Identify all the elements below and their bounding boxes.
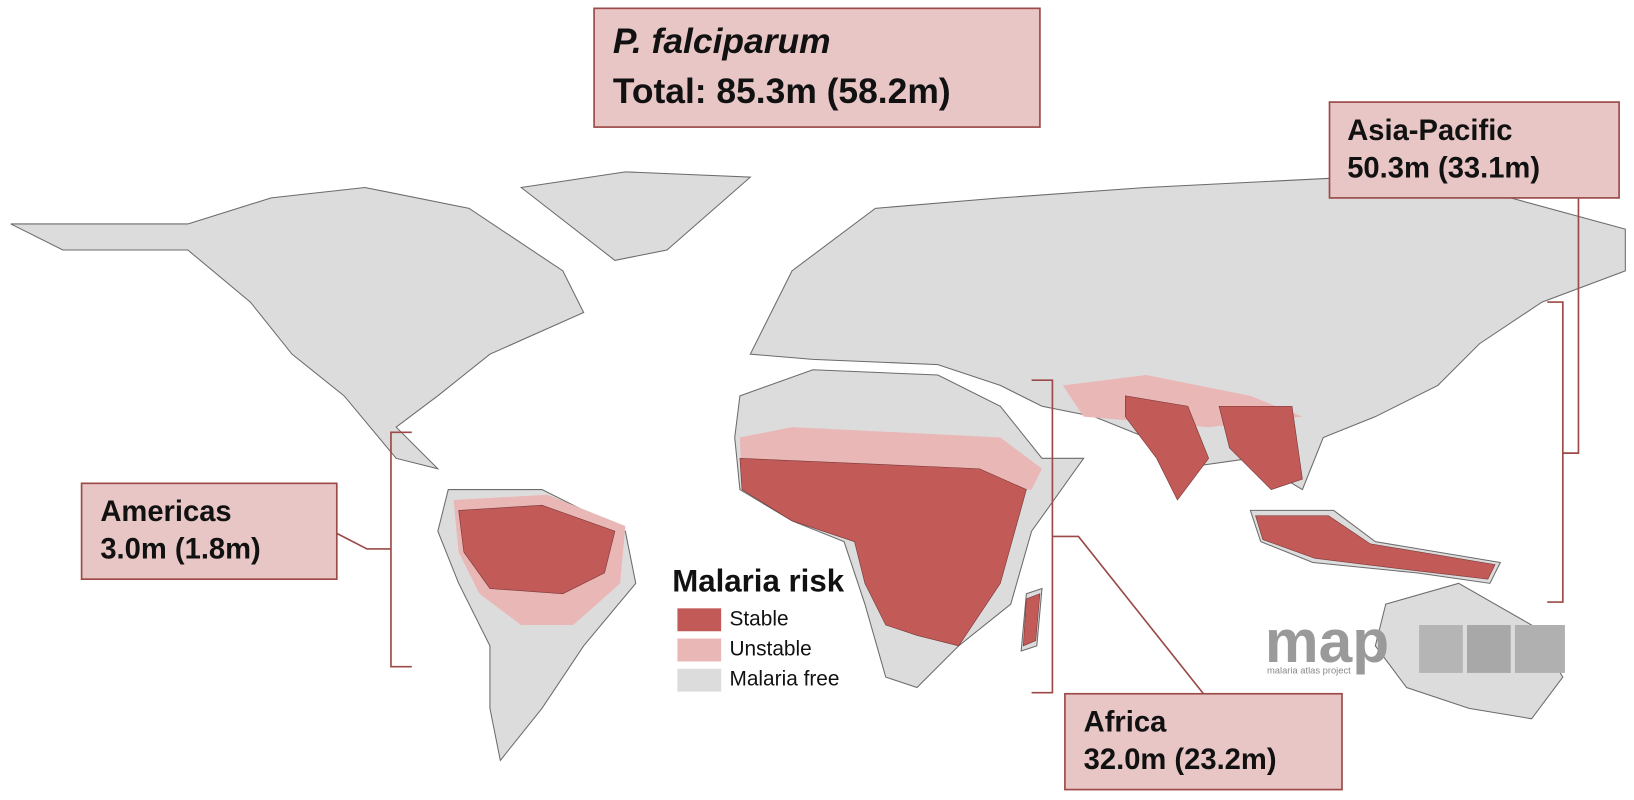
legend-title: Malaria risk xyxy=(672,564,845,599)
stable-area xyxy=(739,458,1027,647)
region-panel xyxy=(1064,692,1343,791)
region-value: 50.3m (33.1m) xyxy=(1347,152,1540,184)
region-asia: Asia-Pacific 50.3m (33.1m) xyxy=(1328,101,1620,199)
greenland xyxy=(519,171,752,261)
region-americas: Americas 3.0m (1.8m) xyxy=(80,482,338,580)
americas-bracket xyxy=(336,431,412,668)
logo-tile xyxy=(1514,625,1565,673)
brackets xyxy=(336,197,1580,695)
logo: map malaria atlas project xyxy=(1265,607,1565,675)
legend-swatch xyxy=(677,668,722,692)
total: Total: 85.3m (58.2m) xyxy=(613,71,951,111)
region-value: 32.0m (23.2m) xyxy=(1084,744,1277,776)
region-name: Americas xyxy=(100,496,231,528)
eurasia xyxy=(749,176,1626,491)
legend-swatch xyxy=(677,638,722,662)
logo-subtitle: malaria atlas project xyxy=(1267,665,1351,675)
stable-area xyxy=(1218,405,1303,490)
region-panel xyxy=(80,482,338,580)
north-america xyxy=(10,186,585,470)
stable-area xyxy=(458,504,616,595)
region-africa: Africa 32.0m (23.2m) xyxy=(1064,692,1343,791)
legend-item: Malaria free xyxy=(730,668,840,691)
logo-name: map xyxy=(1265,607,1389,675)
region-name: Africa xyxy=(1084,707,1167,739)
stable-area xyxy=(1255,515,1496,580)
species: P. falciparum xyxy=(613,21,831,61)
stable-area xyxy=(1125,395,1210,501)
stable-area xyxy=(1022,593,1041,647)
region-panel xyxy=(1328,101,1620,199)
region-value: 3.0m (1.8m) xyxy=(100,534,260,566)
title-box: P. falciparum Total: 85.3m (58.2m) xyxy=(593,7,1041,128)
africa-bracket xyxy=(1031,379,1205,695)
legend-item: Stable xyxy=(730,607,789,630)
legend: Malaria risk Stable Unstable Malaria fre… xyxy=(672,564,845,692)
region-name: Asia-Pacific xyxy=(1347,115,1512,147)
logo-tile xyxy=(1467,625,1511,673)
logo-tile xyxy=(1419,625,1463,673)
title-panel xyxy=(593,7,1041,128)
legend-swatch xyxy=(677,608,722,632)
legend-item: Unstable xyxy=(730,638,812,661)
risk-areas xyxy=(453,375,1496,647)
asia-bracket xyxy=(1547,197,1580,603)
